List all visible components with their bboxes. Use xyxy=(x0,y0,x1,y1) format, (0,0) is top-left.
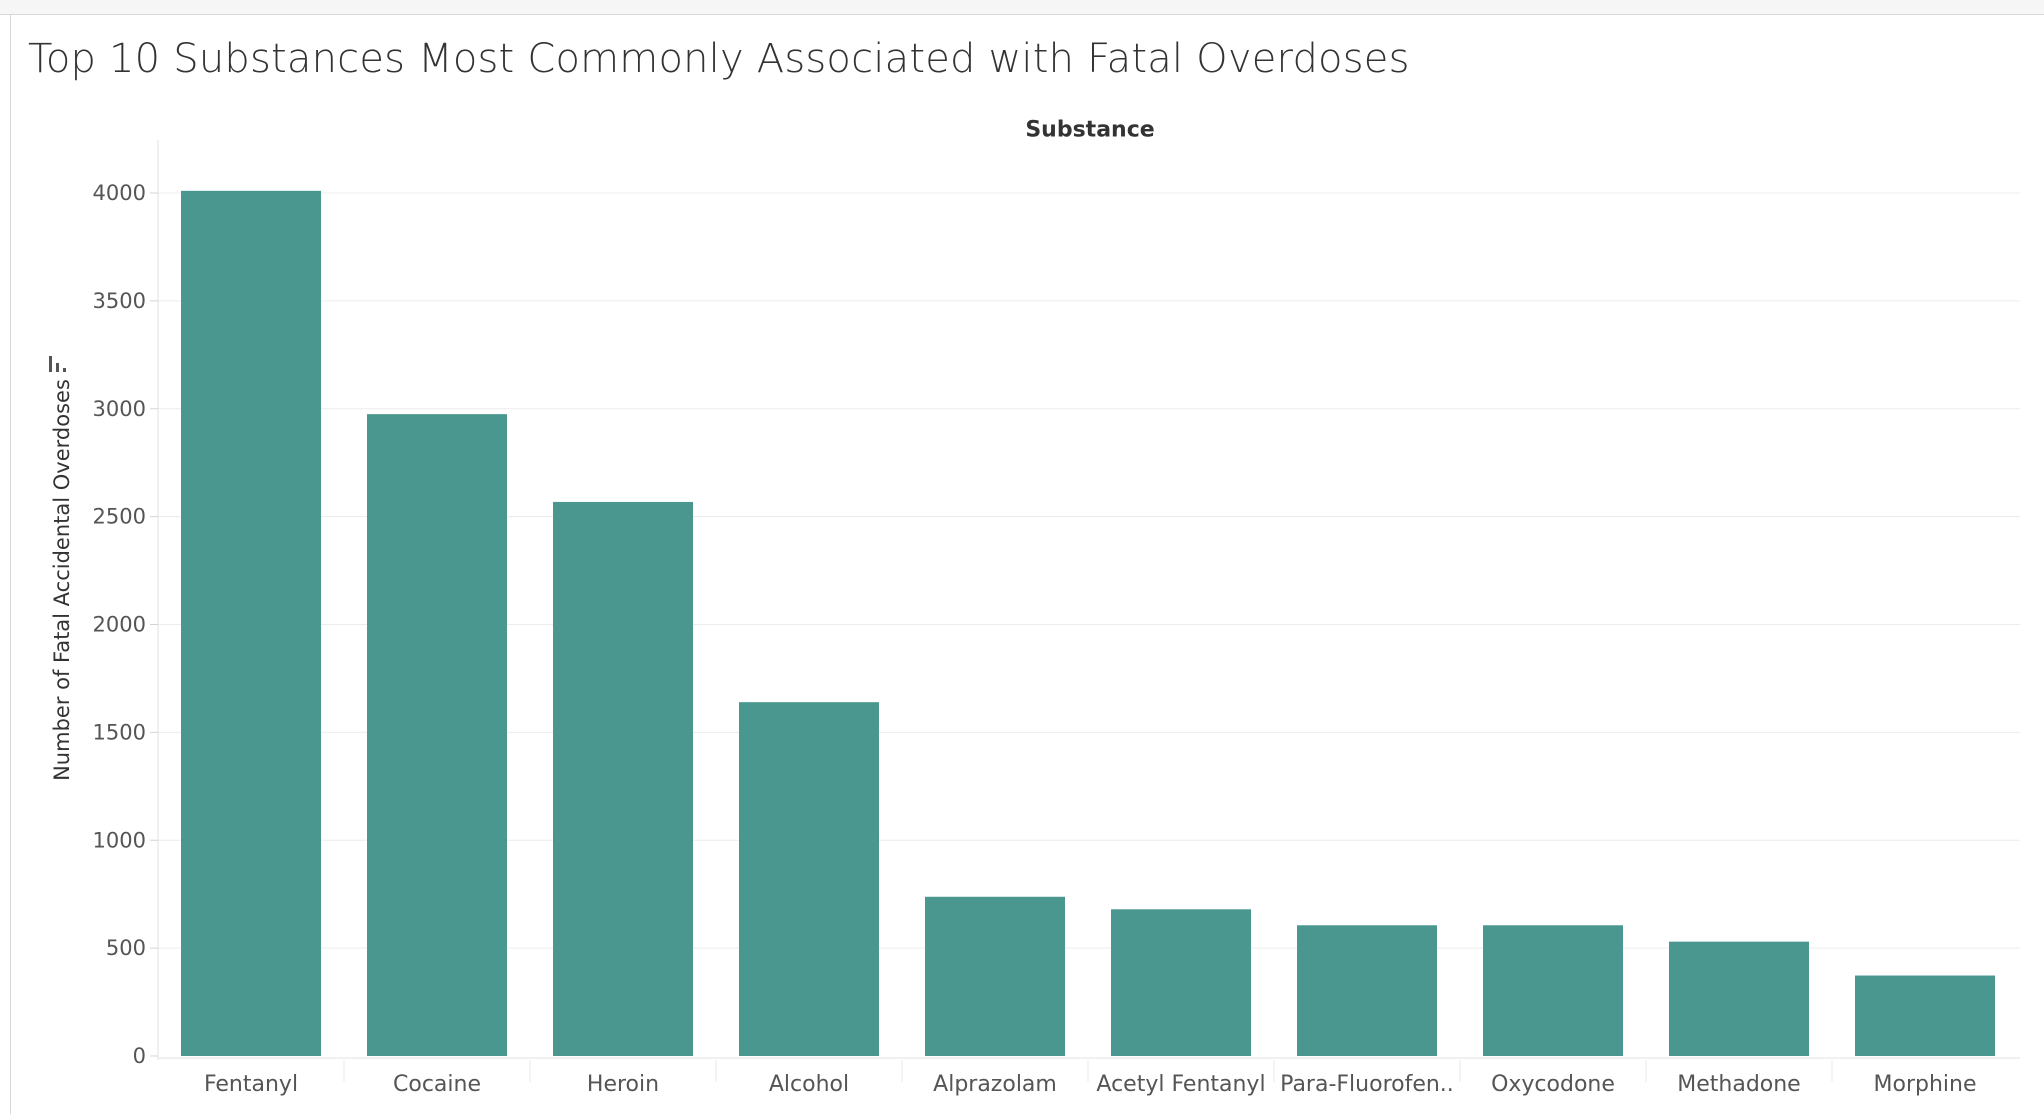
x-category-label[interactable]: Alcohol xyxy=(769,1072,849,1097)
x-category-label[interactable]: Oxycodone xyxy=(1491,1072,1615,1097)
y-tick-label: 500 xyxy=(106,936,146,960)
bar-acetyl-fentanyl[interactable] xyxy=(1111,909,1251,1056)
y-tick-label: 2000 xyxy=(93,613,146,637)
x-category-label[interactable]: Fentanyl xyxy=(204,1072,298,1097)
chart-title: Top 10 Substances Most Commonly Associat… xyxy=(28,36,1410,82)
sort-descending-icon[interactable] xyxy=(47,354,69,374)
y-tick-label: 1000 xyxy=(93,828,146,852)
y-tick-label: 3000 xyxy=(93,397,146,421)
y-tick-label: 0 xyxy=(133,1044,146,1068)
bar-alprazolam[interactable] xyxy=(925,896,1065,1056)
top-toolbar-strip xyxy=(0,0,2044,15)
x-category-label[interactable]: Para-Fluorofen.. xyxy=(1280,1072,1454,1097)
y-tick-label: 2500 xyxy=(93,505,146,529)
bar-para-fluorofen[interactable] xyxy=(1297,925,1437,1056)
x-category-label[interactable]: Alprazolam xyxy=(933,1072,1057,1097)
bar-fentanyl[interactable] xyxy=(181,190,321,1056)
x-category-label[interactable]: Acetyl Fentanyl xyxy=(1096,1072,1265,1097)
bar-methadone[interactable] xyxy=(1669,941,1809,1056)
x-axis-header[interactable]: Substance xyxy=(1025,117,1155,143)
y-tick-label: 3500 xyxy=(93,289,146,313)
x-category-label[interactable]: Methadone xyxy=(1677,1072,1800,1097)
bars xyxy=(181,190,1995,1057)
x-category-label[interactable]: Heroin xyxy=(587,1072,659,1097)
bar-oxycodone[interactable] xyxy=(1483,925,1623,1056)
bar-morphine[interactable] xyxy=(1855,975,1995,1056)
left-border xyxy=(10,15,11,1114)
bar-heroin[interactable] xyxy=(553,501,693,1057)
axes xyxy=(150,140,2020,1082)
bar-cocaine[interactable] xyxy=(367,414,507,1056)
y-tick-label: 4000 xyxy=(93,181,146,205)
axis-labels: 0 500 1000 1500 2000 2500 3000 3500 4000 Fentanyl… xyxy=(93,181,1977,1097)
bar-alcohol[interactable] xyxy=(739,702,879,1056)
x-category-label[interactable]: Cocaine xyxy=(393,1072,481,1097)
y-tick-label: 1500 xyxy=(93,720,146,744)
x-category-label[interactable]: Morphine xyxy=(1874,1072,1977,1097)
